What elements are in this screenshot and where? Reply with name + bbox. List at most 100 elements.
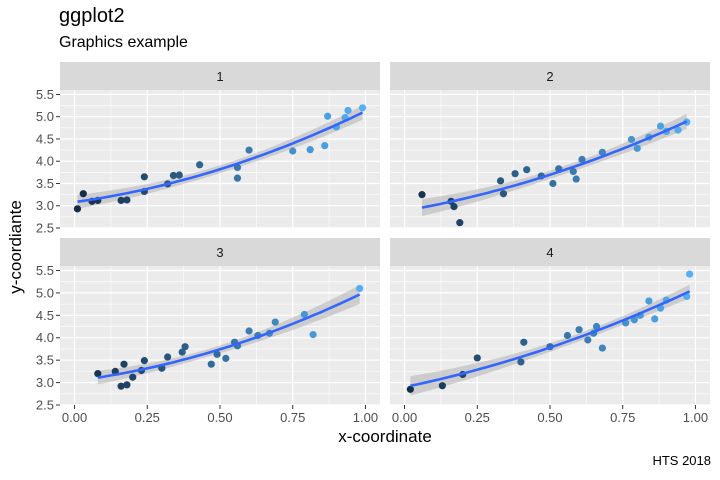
data-point (645, 297, 653, 305)
y-tick-label: 2.5 (36, 398, 54, 413)
data-point (656, 122, 665, 130)
data-point (584, 336, 592, 344)
data-point (358, 104, 367, 112)
data-point (289, 147, 297, 155)
confidence-band (97, 285, 360, 385)
data-point (627, 135, 636, 144)
y-tick-label: 5.5 (36, 263, 54, 278)
data-point (140, 173, 148, 181)
data-point (496, 177, 505, 185)
facet-strip-label: 1 (216, 69, 223, 84)
smooth-fit-line (77, 111, 364, 203)
facet-strip-label: 4 (546, 245, 553, 260)
data-point (117, 382, 125, 390)
y-tick-label: 3.5 (36, 353, 54, 368)
y-tick-label: 3.0 (36, 375, 54, 390)
data-point (233, 163, 242, 172)
data-point (406, 385, 414, 393)
data-point (245, 327, 253, 335)
data-point (520, 338, 528, 346)
data-point (598, 148, 606, 156)
y-tick-label: 4.0 (36, 154, 54, 169)
data-point (271, 318, 279, 326)
facet-strip (390, 62, 710, 90)
y-tick-label: 4.0 (36, 330, 54, 345)
data-point (592, 322, 601, 331)
data-point (511, 170, 519, 178)
data-point (300, 310, 308, 319)
data-point (517, 358, 525, 366)
facet-strip (60, 62, 380, 90)
x-tick-label: 0.00 (392, 410, 417, 425)
y-axis-label: y-coordiante (6, 200, 25, 294)
data-point (94, 370, 102, 378)
x-tick-label: 0.25 (135, 410, 160, 425)
x-tick-label: 0.00 (62, 410, 87, 425)
data-point (575, 326, 583, 334)
x-tick-label: 0.50 (537, 410, 562, 425)
x-tick-label: 0.75 (610, 410, 635, 425)
y-tick-label: 5.0 (36, 109, 54, 124)
facet-panel-2: 2 (390, 62, 710, 229)
chart-title: ggplot2 (59, 5, 125, 27)
y-tick-label: 5.0 (36, 285, 54, 300)
x-tick-label: 1.00 (353, 410, 378, 425)
data-point (572, 175, 580, 183)
data-point (164, 353, 172, 361)
x-axis-label: x-coordinate (338, 427, 432, 446)
data-point (356, 284, 364, 293)
y-tick-label: 4.5 (36, 131, 54, 146)
x-tick-label: 0.25 (465, 410, 490, 425)
data-point (245, 146, 253, 154)
facet-strip (390, 238, 710, 266)
data-point (324, 112, 332, 120)
data-point (473, 354, 481, 362)
x-tick-label: 1.00 (683, 410, 708, 425)
data-point (651, 315, 659, 323)
data-point (123, 381, 131, 389)
chart-caption: HTS 2018 (652, 453, 711, 468)
data-point (169, 171, 178, 180)
confidence-band (422, 113, 687, 217)
data-point (233, 174, 242, 182)
data-point (438, 382, 446, 390)
data-point (175, 171, 183, 179)
data-point (633, 144, 641, 152)
data-point (213, 350, 221, 358)
facet-panel-1: 1 2.5 3.0 3.5 4.0 4.5 5.0 5.5 (36, 62, 380, 236)
facet-strip-label: 2 (546, 69, 553, 84)
data-point (140, 357, 148, 365)
data-point (196, 161, 204, 169)
data-point (306, 146, 314, 154)
data-point (450, 203, 458, 211)
data-point (686, 270, 694, 278)
facet-panel-4: 4 0.00 0.25 0.50 0.75 1.00 (390, 238, 710, 425)
data-point (630, 316, 638, 324)
data-point (344, 106, 352, 115)
data-point (73, 205, 82, 213)
data-point (117, 196, 125, 204)
data-point (456, 219, 464, 227)
data-point (563, 331, 572, 340)
data-point (569, 167, 577, 176)
y-tick-label: 2.5 (36, 221, 54, 236)
data-point (598, 344, 606, 352)
data-point (499, 190, 508, 198)
data-point (123, 196, 131, 204)
y-tick-label: 5.5 (36, 87, 54, 102)
facet-panel-3: 3 2.5 3.0 3.5 4.0 4.5 5.0 5.5 0.00 0.25 0.50 0.75 1.… (36, 238, 380, 425)
y-tick-label: 3.5 (36, 176, 54, 191)
data-point (79, 190, 87, 198)
x-tick-label: 0.75 (280, 410, 305, 425)
facet-strip-label: 3 (216, 245, 223, 260)
data-point (120, 360, 128, 368)
data-point (674, 126, 682, 134)
smooth-fit-line (410, 290, 691, 388)
data-point (549, 179, 557, 188)
smooth-fit-line (421, 120, 688, 209)
data-point (181, 343, 189, 351)
facet-strip (60, 238, 380, 266)
smooth-fit-line (97, 293, 361, 379)
chart-subtitle: Graphics example (59, 34, 188, 51)
